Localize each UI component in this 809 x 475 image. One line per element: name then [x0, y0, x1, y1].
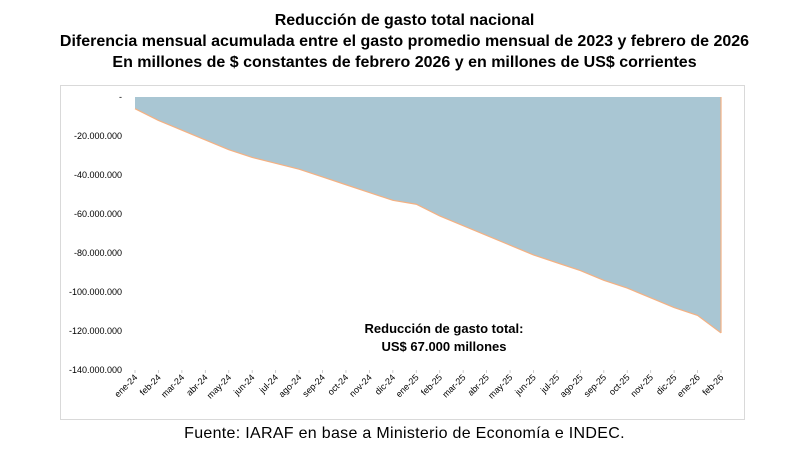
x-tick-label: jun-24: [231, 372, 256, 397]
chart-subtitle-2: En millones de $ constantes de febrero 2…: [112, 54, 697, 71]
annotation-text: US$ 67.000 millones: [381, 339, 506, 354]
annotation-text: Reducción de gasto total:: [365, 321, 524, 336]
source-note: Fuente: IARAF en base a Ministerio de Ec…: [184, 425, 625, 442]
y-tick-label: -100.000.000: [69, 287, 122, 297]
x-tick-label: jun-25: [512, 372, 537, 397]
x-tick-label: feb-26: [700, 372, 725, 397]
x-tick-label: may-25: [486, 372, 514, 400]
x-tick-label: sep-25: [582, 372, 609, 399]
y-tick-label: -120.000.000: [69, 326, 122, 336]
x-tick-label: ene-25: [394, 372, 421, 399]
x-tick-label: ene-24: [113, 372, 140, 399]
chart-titles: Reducción de gasto total nacional Difere…: [0, 10, 809, 73]
x-tick-label: sep-24: [300, 372, 327, 399]
x-tick-label: may-24: [205, 372, 233, 400]
x-tick-label: ene-26: [675, 372, 702, 399]
x-tick-label: mar-24: [159, 372, 186, 399]
x-tick-label: nov-25: [629, 372, 656, 399]
area-series-edge: [134, 108, 722, 334]
y-tick-label: -: [119, 92, 122, 102]
x-tick-label: mar-25: [440, 372, 467, 399]
x-tick-label: oct-24: [326, 372, 351, 397]
area-series: [135, 97, 721, 333]
x-tick-label: ago-24: [277, 372, 304, 399]
y-tick-label: -80.000.000: [74, 248, 122, 258]
y-tick-label: -140.000.000: [69, 365, 122, 375]
y-tick-label: -60.000.000: [74, 209, 122, 219]
x-tick-label: ago-25: [558, 372, 585, 399]
chart-title: Reducción de gasto total nacional: [274, 12, 535, 29]
x-tick-label: oct-25: [607, 372, 632, 397]
x-tick-label: nov-24: [347, 372, 374, 399]
y-tick-label: -40.000.000: [74, 170, 122, 180]
y-tick-label: -20.000.000: [74, 131, 122, 141]
chart-subtitle-1: Diferencia mensual acumulada entre el ga…: [59, 33, 750, 50]
